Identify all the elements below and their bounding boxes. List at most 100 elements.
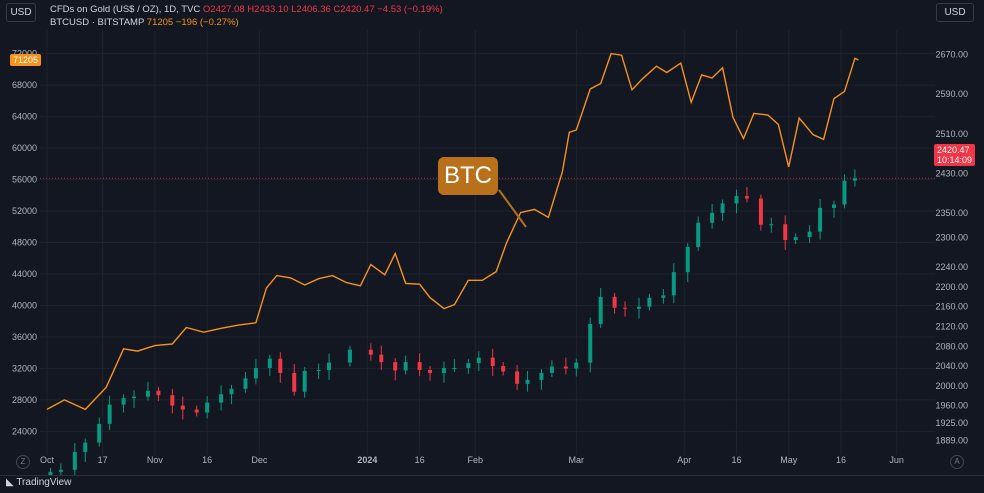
right-axis-tick: 2240.00 bbox=[935, 262, 968, 272]
left-axis-tick: 68000 bbox=[12, 80, 37, 90]
right-axis-tick: 2080.00 bbox=[935, 341, 968, 351]
gold-candle bbox=[379, 354, 384, 363]
candle-countdown: 10:14:09 bbox=[937, 155, 973, 165]
gold-candle bbox=[58, 469, 63, 472]
gold-candle bbox=[501, 366, 506, 372]
gold-candle bbox=[783, 224, 788, 241]
gold-candle bbox=[107, 404, 112, 424]
time-axis-tick: Dec bbox=[251, 455, 268, 465]
gold-candle bbox=[612, 296, 617, 308]
gold-candle bbox=[852, 178, 857, 181]
gold-candle bbox=[452, 368, 457, 370]
gold-last-price: 2420.47 bbox=[937, 145, 970, 155]
left-currency-button[interactable]: USD bbox=[6, 3, 36, 22]
btc-legend[interactable]: BTCUSD · BITSTAMP 71205 −196 (−0.27%) bbox=[50, 17, 239, 28]
callout-pointer bbox=[498, 189, 527, 228]
gold-candle bbox=[476, 357, 481, 364]
chart-grid bbox=[40, 30, 935, 455]
btc-last: 71205 bbox=[146, 17, 174, 28]
gold-candle bbox=[734, 196, 739, 204]
gold-candle bbox=[83, 442, 88, 453]
left-axis-tick: 24000 bbox=[12, 426, 37, 436]
time-axis-tick: Feb bbox=[468, 455, 484, 465]
gold-candle bbox=[588, 324, 593, 363]
tradingview-logo: ◣ TradingView bbox=[6, 477, 71, 488]
gold-candle bbox=[441, 368, 446, 373]
auto-scale-button[interactable]: A bbox=[950, 455, 964, 469]
gold-candle bbox=[48, 471, 53, 477]
gold-high: H2433.10 bbox=[247, 4, 289, 15]
time-axis-tick: Mar bbox=[569, 455, 585, 465]
gold-candle bbox=[685, 246, 690, 273]
gold-candle bbox=[574, 362, 579, 369]
right-axis-tick: 2430.00 bbox=[935, 168, 968, 178]
left-axis-tick: 44000 bbox=[12, 269, 37, 279]
btc-callout: BTC bbox=[438, 157, 498, 195]
gold-candle bbox=[267, 358, 272, 369]
gold-candle bbox=[156, 390, 161, 396]
tradingview-icon: ◣ bbox=[6, 477, 14, 488]
gold-candle bbox=[316, 370, 321, 371]
gold-candle bbox=[428, 370, 433, 373]
gold-candle bbox=[368, 349, 373, 355]
gold-candle bbox=[549, 366, 554, 373]
zoom-button[interactable]: Z bbox=[16, 455, 30, 469]
gold-candle bbox=[205, 402, 210, 413]
btc-symbol: BTCUSD · BITSTAMP bbox=[50, 17, 145, 28]
right-axis-tick: 2670.00 bbox=[935, 50, 968, 60]
gold-candle bbox=[807, 231, 812, 238]
gold-candle bbox=[525, 379, 530, 384]
brand-label: TradingView bbox=[16, 477, 72, 488]
left-axis-tick: 56000 bbox=[12, 175, 37, 185]
gold-candles bbox=[48, 169, 857, 481]
time-axis-tick: 16 bbox=[836, 455, 846, 465]
right-currency-button[interactable]: USD bbox=[936, 3, 974, 22]
gold-candle bbox=[661, 295, 666, 298]
gold-candle bbox=[769, 224, 774, 226]
right-axis-tick: 2350.00 bbox=[935, 208, 968, 218]
footer-bar bbox=[0, 475, 984, 493]
gold-candle bbox=[145, 390, 150, 397]
left-axis-tick: 72000 bbox=[12, 49, 37, 59]
right-axis-tick: 2040.00 bbox=[935, 361, 968, 371]
gold-candle bbox=[623, 307, 628, 309]
left-axis-tick: 64000 bbox=[12, 112, 37, 122]
gold-change: −4.53 (−0.19%) bbox=[377, 4, 443, 15]
gold-candle bbox=[818, 207, 823, 232]
right-axis-tick: 1889.00 bbox=[935, 436, 968, 446]
gold-candle bbox=[327, 362, 332, 370]
right-price-axis: 1889.00 1925.00 1960.00 2000.00 2040.00 2080.… bbox=[935, 50, 968, 446]
gold-candle bbox=[302, 370, 307, 392]
gold-candle bbox=[671, 272, 676, 296]
gold-candle bbox=[180, 405, 185, 410]
left-axis-tick: 60000 bbox=[12, 143, 37, 153]
gold-candle bbox=[710, 212, 715, 223]
time-axis-tick: 16 bbox=[202, 455, 212, 465]
right-axis-tick: 2300.00 bbox=[935, 233, 968, 243]
time-axis: Oct 17 Nov 16 Dec 2024 16 Feb Mar Apr 16 May 16 Jun bbox=[40, 455, 904, 465]
gold-candle bbox=[563, 366, 568, 369]
gold-candle bbox=[243, 378, 248, 389]
gold-candle bbox=[515, 371, 520, 384]
gold-candle bbox=[347, 349, 352, 363]
gold-candle bbox=[793, 237, 798, 241]
gold-low: L2406.36 bbox=[291, 4, 331, 15]
gold-legend[interactable]: CFDs on Gold (US$ / OZ), 1D, TVC O2427.0… bbox=[50, 4, 443, 15]
gold-close: C2420.47 bbox=[333, 4, 375, 15]
time-axis-tick: Apr bbox=[677, 455, 691, 465]
gold-candle bbox=[72, 452, 77, 470]
gold-candle bbox=[97, 423, 102, 443]
gold-candle bbox=[403, 362, 408, 371]
left-price-axis: 24000 28000 32000 36000 40000 44000 48000 52000… bbox=[12, 49, 37, 437]
gold-candle bbox=[636, 306, 641, 309]
gold-candle bbox=[696, 222, 701, 247]
gold-candle bbox=[278, 358, 283, 373]
gold-candle bbox=[598, 296, 603, 325]
gold-candle bbox=[539, 372, 544, 380]
gold-candle bbox=[229, 388, 234, 395]
time-axis-tick: 16 bbox=[731, 455, 741, 465]
gold-candle bbox=[292, 372, 297, 392]
right-axis-tick: 2120.00 bbox=[935, 322, 968, 332]
btc-price-tag: 71205 bbox=[10, 54, 42, 66]
